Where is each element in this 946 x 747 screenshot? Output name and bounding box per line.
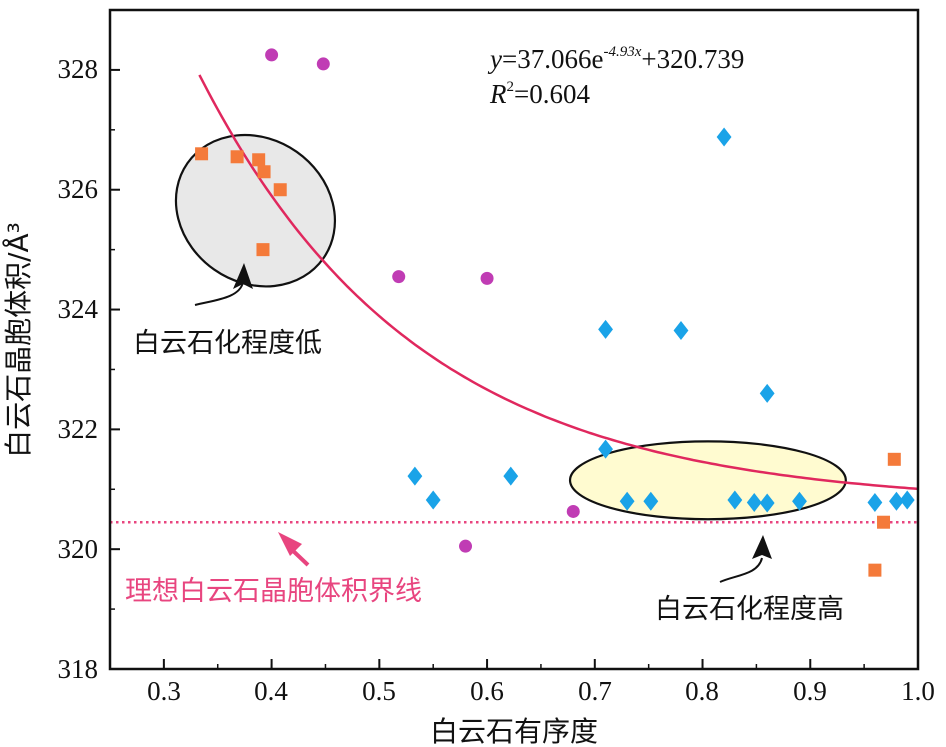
diamond-point <box>673 321 689 341</box>
square-point <box>868 563 882 577</box>
diamond-point <box>746 492 762 512</box>
equation-prefix: =37.066e <box>502 44 603 74</box>
x-tick-label: 0.4 <box>254 676 288 706</box>
diamond-point <box>598 319 613 339</box>
high-dolomitization-ellipse <box>568 440 847 521</box>
annotation-low-dolomitization: 白云石化程度低 <box>133 328 322 359</box>
plot-frame <box>108 8 920 671</box>
square-point <box>257 165 271 179</box>
circle-point <box>392 270 406 284</box>
arrow-to-low-ellipse <box>194 281 244 306</box>
equation-exponent: -4.93x <box>603 44 641 60</box>
square-point <box>887 452 901 466</box>
annotation-ideal-line: 理想白云石晶胞体积界线 <box>125 576 422 607</box>
circle-point <box>265 48 279 62</box>
diamond-point <box>716 127 732 147</box>
exponential-fit-curve <box>198 74 918 491</box>
square-point <box>195 147 209 161</box>
y-tick-label: 326 <box>58 174 99 204</box>
diamond-point <box>643 491 659 511</box>
circle-point <box>316 57 330 71</box>
diamond-point <box>598 439 613 459</box>
diamond-point <box>867 492 883 512</box>
x-tick-label: 0.3 <box>147 676 181 706</box>
square-point <box>256 243 270 257</box>
circle-point <box>480 271 494 285</box>
square-point <box>230 150 244 164</box>
diamond-point <box>759 493 775 513</box>
ellipse-layer <box>174 133 847 521</box>
annotation-high-dolomitization: 白云石化程度高 <box>655 594 844 625</box>
equation-y-var: y <box>487 44 502 74</box>
arrow-head-ideal <box>278 532 302 556</box>
r2-sup: 2 <box>507 79 515 95</box>
diamond-point <box>503 466 519 486</box>
x-tick-label: 0.6 <box>470 676 504 706</box>
diamond-point <box>407 466 423 486</box>
diamond-point <box>899 490 915 510</box>
diamond-point <box>727 490 743 510</box>
diamond-point <box>889 491 904 511</box>
x-tick-label: 0.5 <box>362 676 396 706</box>
diamond-point <box>759 383 775 403</box>
fit-equation: y=37.066e-4.93x+320.739 <box>487 44 744 74</box>
points-layer <box>195 48 915 577</box>
diamond-point <box>792 491 807 511</box>
arrow-head-low <box>233 263 253 289</box>
r2-value: =0.604 <box>514 79 590 109</box>
circle-point <box>459 539 473 553</box>
circle-point <box>566 504 580 518</box>
diamond-point <box>619 491 635 511</box>
y-tick-label: 318 <box>58 654 99 684</box>
x-axis-title: 白云石有序度 <box>430 715 598 747</box>
square-point <box>273 183 287 197</box>
r-squared: R2=0.604 <box>489 79 590 109</box>
arrow-head-high <box>752 535 772 559</box>
r2-var: R <box>489 79 507 109</box>
square-point <box>877 515 891 529</box>
x-tick-label: 0.8 <box>685 676 719 706</box>
y-tick-label: 324 <box>58 294 99 324</box>
y-axis-title: 白云石晶胞体积/Å³ <box>1 222 35 458</box>
y-tick-label: 320 <box>58 534 99 564</box>
square-point <box>252 153 266 167</box>
low-dolomitization-ellipse <box>174 133 337 288</box>
y-tick-label: 328 <box>58 54 99 84</box>
y-tick-label: 322 <box>58 414 99 444</box>
x-tick-label: 0.9 <box>793 676 827 706</box>
diamond-point <box>425 490 441 510</box>
ticks-layer <box>109 9 919 670</box>
equation-suffix: +320.739 <box>641 44 744 74</box>
x-tick-label: 1.0 <box>901 676 935 706</box>
x-tick-label: 0.7 <box>578 676 612 706</box>
arrow-to-high-ellipse <box>719 557 763 583</box>
